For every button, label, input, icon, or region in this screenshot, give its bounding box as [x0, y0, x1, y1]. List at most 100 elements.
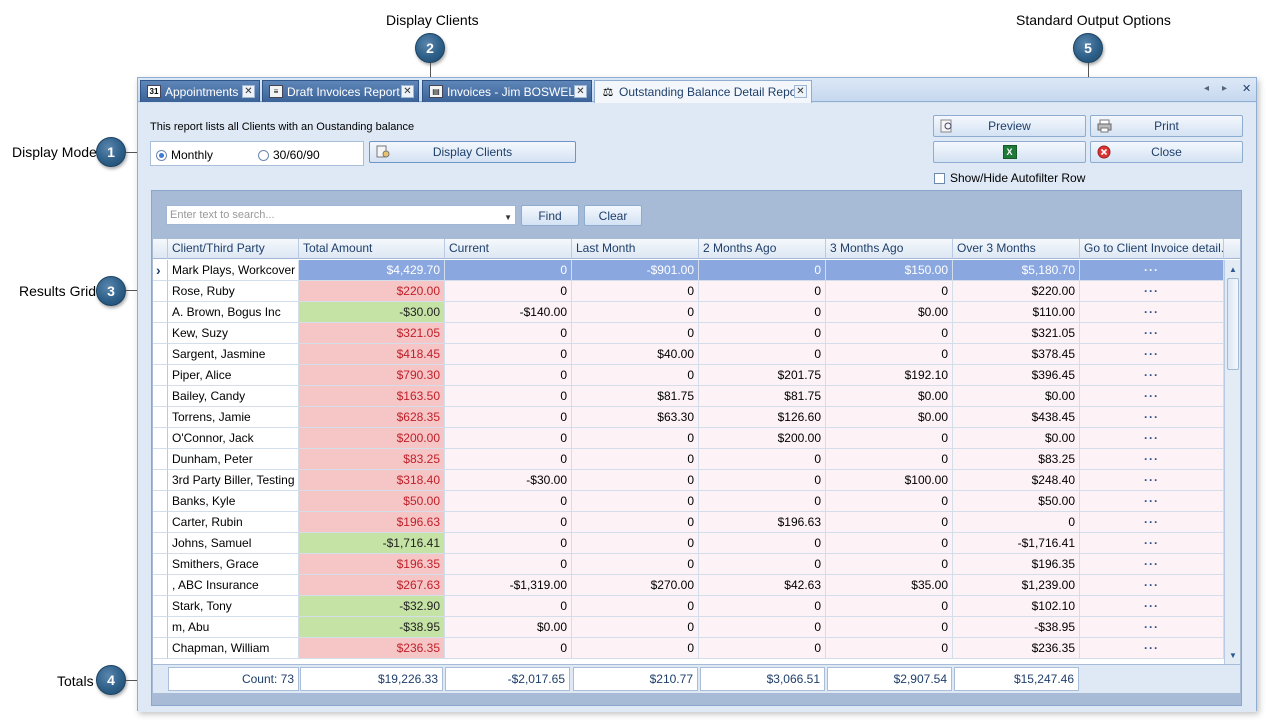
table-row[interactable]: Dunham, Peter $83.25 0 0 0 0 $83.25 ···: [153, 449, 1224, 470]
chevron-down-icon[interactable]: ▼: [504, 213, 512, 222]
table-row[interactable]: Sargent, Jasmine $418.45 0 $40.00 0 0 $378.45 ·…: [153, 344, 1224, 365]
header-2-months-ago[interactable]: 2 Months Ago: [699, 239, 826, 259]
goto-invoice-link[interactable]: ···: [1080, 575, 1224, 596]
header-over-3-months[interactable]: Over 3 Months: [953, 239, 1080, 259]
header-client[interactable]: Client/Third Party: [168, 239, 299, 259]
goto-invoice-link[interactable]: ···: [1080, 596, 1224, 617]
goto-invoice-link[interactable]: ···: [1080, 554, 1224, 575]
table-row[interactable]: Chapman, William $236.35 0 0 0 0 $236.35 ···: [153, 638, 1224, 659]
row-indicator[interactable]: [153, 491, 168, 512]
find-button[interactable]: Find: [521, 205, 579, 226]
tab-scroll-left-icon[interactable]: ◂: [1204, 83, 1210, 94]
autofilter-toggle[interactable]: Show/Hide Autofilter Row: [934, 171, 1085, 185]
3-months-ago-cell: 0: [826, 323, 953, 344]
table-row[interactable]: Stark, Tony -$32.90 0 0 0 0 $102.10 ···: [153, 596, 1224, 617]
table-row[interactable]: Smithers, Grace $196.35 0 0 0 0 $196.35 ···: [153, 554, 1224, 575]
clear-button[interactable]: Clear: [584, 205, 642, 226]
goto-invoice-link[interactable]: ···: [1080, 344, 1224, 365]
table-row[interactable]: Bailey, Candy $163.50 0 $81.75 $81.75 $0.00 $0…: [153, 386, 1224, 407]
row-indicator[interactable]: [153, 533, 168, 554]
header-3-months-ago[interactable]: 3 Months Ago: [826, 239, 953, 259]
row-indicator[interactable]: [153, 554, 168, 575]
callout-label-totals: Totals: [57, 673, 94, 689]
header-current[interactable]: Current: [445, 239, 572, 259]
goto-invoice-link[interactable]: ···: [1080, 302, 1224, 323]
close-button[interactable]: Close: [1090, 141, 1243, 163]
goto-invoice-link[interactable]: ···: [1080, 407, 1224, 428]
radio-30-60-90[interactable]: 30/60/90: [258, 148, 320, 162]
goto-invoice-link[interactable]: ···: [1080, 491, 1224, 512]
goto-invoice-link[interactable]: ···: [1080, 386, 1224, 407]
row-indicator[interactable]: [153, 596, 168, 617]
goto-invoice-link[interactable]: ···: [1080, 365, 1224, 386]
row-indicator[interactable]: [153, 449, 168, 470]
table-row[interactable]: Johns, Samuel -$1,716.41 0 0 0 0 -$1,716.41 ···: [153, 533, 1224, 554]
goto-invoice-link[interactable]: ···: [1080, 323, 1224, 344]
table-row[interactable]: Torrens, Jamie $628.35 0 $63.30 $126.60 $0.00…: [153, 407, 1224, 428]
goto-invoice-link[interactable]: ···: [1080, 533, 1224, 554]
tab-scroll-right-icon[interactable]: ▸: [1222, 83, 1228, 94]
tab-invoices-jim-boswell[interactable]: ▤ Invoices - Jim BOSWELL ✕: [422, 80, 592, 102]
row-indicator[interactable]: [153, 344, 168, 365]
header-total-amount[interactable]: Total Amount: [299, 239, 445, 259]
close-icon[interactable]: ✕: [794, 85, 807, 98]
export-excel-button[interactable]: X: [933, 141, 1086, 163]
close-icon[interactable]: ✕: [242, 85, 255, 98]
table-row[interactable]: m, Abu -$38.95 $0.00 0 0 0 -$38.95 ···: [153, 617, 1224, 638]
row-indicator[interactable]: [153, 638, 168, 659]
goto-invoice-link[interactable]: ···: [1080, 281, 1224, 302]
tab-draft-invoices-report[interactable]: ≡ Draft Invoices Report ✕: [262, 80, 419, 102]
goto-invoice-link[interactable]: ···: [1080, 449, 1224, 470]
goto-invoice-link[interactable]: ···: [1080, 428, 1224, 449]
row-indicator[interactable]: [153, 512, 168, 533]
print-button[interactable]: Print: [1090, 115, 1243, 137]
table-row[interactable]: › Mark Plays, Workcover $4,429.70 0 -$901.00…: [153, 260, 1224, 281]
row-indicator[interactable]: [153, 428, 168, 449]
header-indicator: [153, 239, 168, 259]
tab-label: Appointments: [165, 84, 239, 99]
preview-button[interactable]: Preview: [933, 115, 1086, 137]
close-all-tabs-icon[interactable]: ✕: [1242, 83, 1252, 95]
scroll-up-icon[interactable]: ▲: [1229, 264, 1237, 274]
table-row[interactable]: Kew, Suzy $321.05 0 0 0 0 $321.05 ···: [153, 323, 1224, 344]
display-clients-label: Display Clients: [432, 145, 513, 159]
table-row[interactable]: , ABC Insurance $267.63 -$1,319.00 $270.00 $…: [153, 575, 1224, 596]
total-amount-cell: -$1,716.41: [299, 533, 445, 554]
close-icon[interactable]: ✕: [574, 85, 587, 98]
table-row[interactable]: 3rd Party Biller, Testing $318.40 -$30.00 0…: [153, 470, 1224, 491]
row-indicator[interactable]: [153, 302, 168, 323]
goto-invoice-link[interactable]: ···: [1080, 470, 1224, 491]
goto-invoice-link[interactable]: ···: [1080, 617, 1224, 638]
header-last-month[interactable]: Last Month: [572, 239, 699, 259]
client-cell: , ABC Insurance: [168, 575, 299, 596]
header-goto-invoice[interactable]: Go to Client Invoice detail...: [1080, 239, 1224, 259]
row-indicator[interactable]: [153, 365, 168, 386]
tab-appointments[interactable]: 31 Appointments ✕: [140, 80, 260, 102]
table-row[interactable]: Banks, Kyle $50.00 0 0 0 0 $50.00 ···: [153, 491, 1224, 512]
row-indicator[interactable]: [153, 617, 168, 638]
table-row[interactable]: Piper, Alice $790.30 0 0 $201.75 $192.10 $396.…: [153, 365, 1224, 386]
radio-monthly[interactable]: Monthly: [156, 148, 213, 162]
table-row[interactable]: Rose, Ruby $220.00 0 0 0 0 $220.00 ···: [153, 281, 1224, 302]
table-row[interactable]: A. Brown, Bogus Inc -$30.00 -$140.00 0 0 $0.0…: [153, 302, 1224, 323]
goto-invoice-link[interactable]: ···: [1080, 638, 1224, 659]
row-indicator[interactable]: [153, 407, 168, 428]
vertical-scrollbar[interactable]: ▲ ▼: [1224, 260, 1240, 664]
row-indicator[interactable]: ›: [153, 260, 168, 281]
last-month-cell: $63.30: [572, 407, 699, 428]
row-indicator[interactable]: [153, 281, 168, 302]
tab-outstanding-balance-detail-report[interactable]: ⚖ Outstanding Balance Detail Report ✕: [594, 80, 812, 103]
scroll-down-icon[interactable]: ▼: [1229, 650, 1237, 660]
row-indicator[interactable]: [153, 470, 168, 491]
goto-invoice-link[interactable]: ···: [1080, 512, 1224, 533]
row-indicator[interactable]: [153, 575, 168, 596]
close-icon[interactable]: ✕: [401, 85, 414, 98]
table-row[interactable]: Carter, Rubin $196.63 0 0 $196.63 0 0 ···: [153, 512, 1224, 533]
row-indicator[interactable]: [153, 386, 168, 407]
goto-invoice-link[interactable]: ···: [1080, 260, 1224, 281]
display-clients-button[interactable]: Display Clients: [369, 141, 576, 163]
row-indicator[interactable]: [153, 323, 168, 344]
table-row[interactable]: O'Connor, Jack $200.00 0 0 $200.00 0 $0.00 ···: [153, 428, 1224, 449]
scroll-thumb[interactable]: [1227, 278, 1239, 370]
search-input[interactable]: Enter text to search... ▼: [166, 205, 516, 225]
